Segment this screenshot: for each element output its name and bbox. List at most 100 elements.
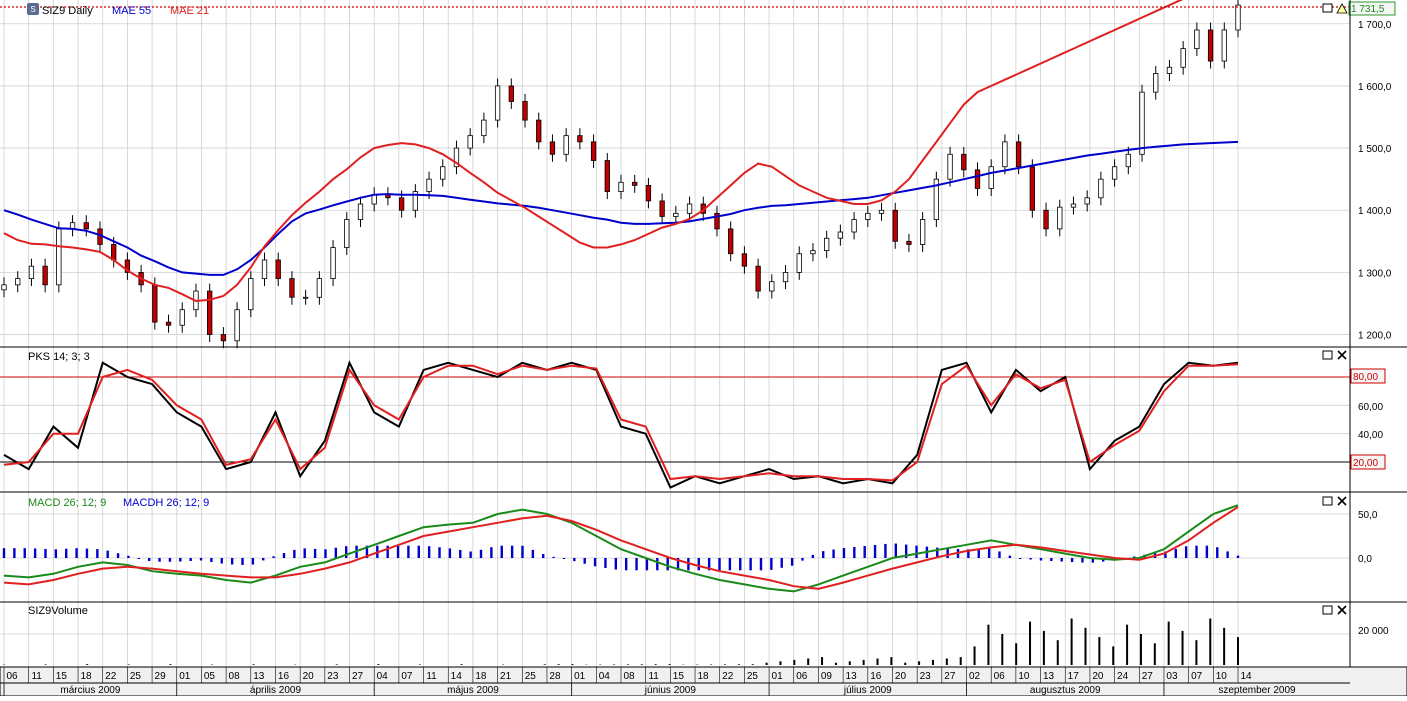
histogram-bar (573, 558, 575, 561)
stoch-tick-60: 60,00 (1358, 402, 1383, 413)
candle-body (578, 136, 583, 142)
x-day-label: 20 (1092, 671, 1104, 682)
candle-body (1044, 210, 1049, 229)
x-day-label: 05 (204, 671, 216, 682)
x-day-label: 25 (130, 671, 142, 682)
candle-body (1181, 49, 1186, 68)
candle-body (29, 266, 34, 278)
histogram-bar (666, 558, 668, 570)
x-day-label: 04 (377, 671, 389, 682)
price-legend-title[interactable]: SIZ9 Daily (42, 5, 93, 17)
candle-body (249, 279, 254, 310)
histogram-bar (1175, 549, 1177, 558)
volume-bar (1223, 628, 1225, 665)
candle-body (235, 310, 240, 341)
volume-bar (752, 664, 754, 665)
histogram-bar (304, 548, 306, 558)
ma55-legend[interactable]: MAE 55 (112, 5, 151, 17)
x-day-label: 10 (1216, 671, 1228, 682)
candle-body (866, 213, 871, 219)
volume-bar (669, 664, 671, 665)
volume-bar (793, 660, 795, 665)
candle-body (276, 260, 281, 279)
histogram-bar (1185, 546, 1187, 558)
x-day-label: 17 (1068, 671, 1080, 682)
price-tick: 1 400,0 (1358, 206, 1392, 217)
volume-bar (1112, 646, 1114, 665)
volume-bar (1209, 619, 1211, 666)
volume-bar (821, 657, 823, 665)
histogram-bar (407, 546, 409, 558)
ma21-legend[interactable]: MAE 21 (170, 5, 209, 17)
price-tick: 1 500,0 (1358, 144, 1392, 155)
x-day-label: 16 (870, 671, 882, 682)
stoch-legend[interactable]: PKS 14; 3; 3 (28, 351, 90, 363)
histogram-bar (532, 550, 534, 558)
histogram-bar (262, 558, 264, 560)
close-icon[interactable] (1338, 497, 1346, 505)
x-day-label: 08 (623, 671, 635, 682)
volume-bar (169, 664, 171, 665)
candle-body (536, 120, 541, 142)
last-price-label: 1 731,5 (1351, 4, 1385, 15)
candle-body (948, 154, 953, 179)
x-day-label: 18 (475, 671, 487, 682)
histogram-bar (75, 548, 77, 558)
candle-body (907, 241, 912, 244)
maximize-icon[interactable] (1323, 497, 1332, 505)
histogram-bar (428, 546, 430, 558)
stoch-panel: PKS 14; 3; 3 80,00 20,00 60,00 40,00 (0, 351, 1385, 488)
price-tick: 1 200,0 (1358, 331, 1392, 342)
maximize-icon[interactable] (1323, 606, 1332, 614)
x-day-label: 16 (278, 671, 290, 682)
histogram-bar (1050, 558, 1052, 561)
candle-body (427, 179, 432, 191)
volume-bar (336, 664, 338, 665)
candle-body (824, 238, 829, 250)
close-icon[interactable] (1338, 351, 1346, 359)
candle-body (303, 297, 308, 298)
volume-bar (863, 660, 865, 665)
alert-icon[interactable] (1337, 4, 1347, 13)
candle-body (166, 322, 171, 325)
histogram-bar (625, 558, 627, 570)
candle-body (797, 254, 802, 273)
histogram-bar (1226, 551, 1228, 558)
candle-body (1153, 73, 1158, 92)
x-day-label: 27 (944, 671, 956, 682)
macd-legend[interactable]: MACD 26; 12; 9 (28, 497, 106, 509)
volume-bar (253, 664, 255, 665)
maximize-icon[interactable] (1323, 4, 1332, 12)
candle-body (632, 182, 637, 185)
x-month-label: március 2009 (60, 685, 120, 696)
candle-body (920, 220, 925, 245)
histogram-bar (148, 558, 150, 561)
histogram-bar (998, 551, 1000, 558)
histogram-bar (801, 558, 803, 561)
histogram-bar (345, 546, 347, 558)
volume-bar (904, 663, 906, 665)
price-tick: 1 600,0 (1358, 82, 1392, 93)
histogram-bar (718, 558, 720, 570)
histogram-bar (521, 546, 523, 558)
volume-legend[interactable]: SIZ9Volume (28, 605, 88, 617)
histogram-bar (13, 548, 15, 558)
histogram-bar (252, 558, 254, 565)
macdh-legend[interactable]: MACDH 26; 12; 9 (123, 497, 209, 509)
x-day-label: 06 (796, 671, 808, 682)
candle-body (1126, 154, 1131, 166)
histogram-bar (3, 548, 5, 558)
close-icon[interactable] (1338, 606, 1346, 614)
candle-body (441, 167, 446, 179)
x-day-label: 15 (673, 671, 685, 682)
candle-body (591, 142, 596, 161)
volume-bar (1098, 637, 1100, 665)
histogram-bar (138, 558, 140, 559)
maximize-icon[interactable] (1323, 351, 1332, 359)
volume-bar (724, 664, 726, 665)
histogram-bar (604, 558, 606, 568)
candle-body (207, 291, 212, 335)
candle-body (495, 86, 500, 120)
macd-tick-0: 0,0 (1358, 554, 1372, 565)
volume-bar (1182, 631, 1184, 665)
